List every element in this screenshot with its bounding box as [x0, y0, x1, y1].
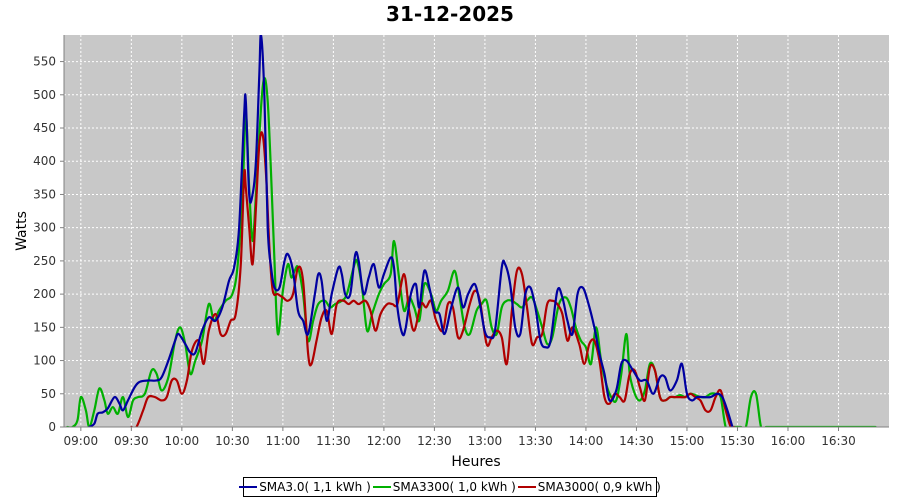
- x-tick-label: 15:00: [670, 434, 705, 448]
- y-tick-label: 0: [48, 420, 56, 434]
- legend-label-sma3000: SMA3000( 0,9 kWh ): [537, 480, 661, 494]
- y-tick-label: 550: [33, 55, 56, 69]
- x-tick-label: 13:00: [468, 434, 503, 448]
- axis-layer: [63, 35, 889, 428]
- plot-area: [64, 35, 889, 427]
- x-tick-label: 11:00: [266, 434, 301, 448]
- y-axis-label: Watts: [14, 211, 30, 251]
- y-tick-label: 150: [33, 320, 56, 334]
- y-tick-label: 250: [33, 254, 56, 268]
- legend-item-sma3300: SMA3300( 1,0 kWh ): [372, 480, 516, 494]
- series-layer: [66, 35, 877, 427]
- x-tick-label: 16:30: [821, 434, 856, 448]
- x-tick-label: 14:30: [619, 434, 654, 448]
- x-tick-label: 12:00: [367, 434, 402, 448]
- legend-label-sma3300: SMA3300( 1,0 kWh ): [392, 480, 516, 494]
- x-tick-label: 09:30: [114, 434, 149, 448]
- legend-item-sma3000: SMA3000( 0,9 kWh ): [517, 480, 661, 494]
- x-tick-label: 10:00: [165, 434, 200, 448]
- x-axis-label: Heures: [451, 454, 500, 470]
- legend-item-sma30: SMA3.0( 1,1 kWh ): [239, 480, 371, 494]
- y-tick-label: 100: [33, 354, 56, 368]
- y-tick-label: 450: [33, 121, 56, 135]
- legend-swatch-sma3000: [517, 486, 536, 488]
- x-tick-label: 13:30: [518, 434, 553, 448]
- grid-layer: [64, 35, 889, 427]
- series-line-1: [66, 77, 877, 427]
- x-tick-label: 15:30: [720, 434, 755, 448]
- y-tick-label: 50: [41, 387, 56, 401]
- legend: SMA3.0( 1,1 kWh ) SMA3300( 1,0 kWh ) SMA…: [239, 477, 661, 497]
- x-tick-label: 16:00: [771, 434, 806, 448]
- x-tick-label: 14:00: [569, 434, 604, 448]
- tick-layer: 0 50 100 150 200 250 300 350 400 450 500 550 09:00 09…: [33, 55, 856, 448]
- x-tick-label: 10:30: [215, 434, 250, 448]
- chart-svg-wrapper: 0 50 100 150 200 250 300 350 400 450 500 550 09:00 09…: [14, 35, 889, 470]
- x-tick-label: 11:30: [316, 434, 351, 448]
- y-tick-label: 350: [33, 187, 56, 201]
- legend-swatch-sma30: [239, 486, 258, 488]
- y-tick-label: 500: [33, 88, 56, 102]
- x-tick-label: 09:00: [64, 434, 99, 448]
- y-tick-label: 400: [33, 154, 56, 168]
- legend-swatch-sma3300: [372, 486, 391, 488]
- series-line-0: [88, 35, 734, 427]
- line-chart: 0 50 100 150 200 250 300 350 400 450 500 550 09:00 09…: [14, 35, 889, 470]
- y-tick-label: 300: [33, 221, 56, 235]
- series-line-2: [130, 131, 736, 427]
- x-tick-label: 12:30: [417, 434, 452, 448]
- y-tick-label: 200: [33, 287, 56, 301]
- chart-title: 31-12-2025: [386, 2, 514, 26]
- legend-label-sma30: SMA3.0( 1,1 kWh ): [259, 480, 371, 494]
